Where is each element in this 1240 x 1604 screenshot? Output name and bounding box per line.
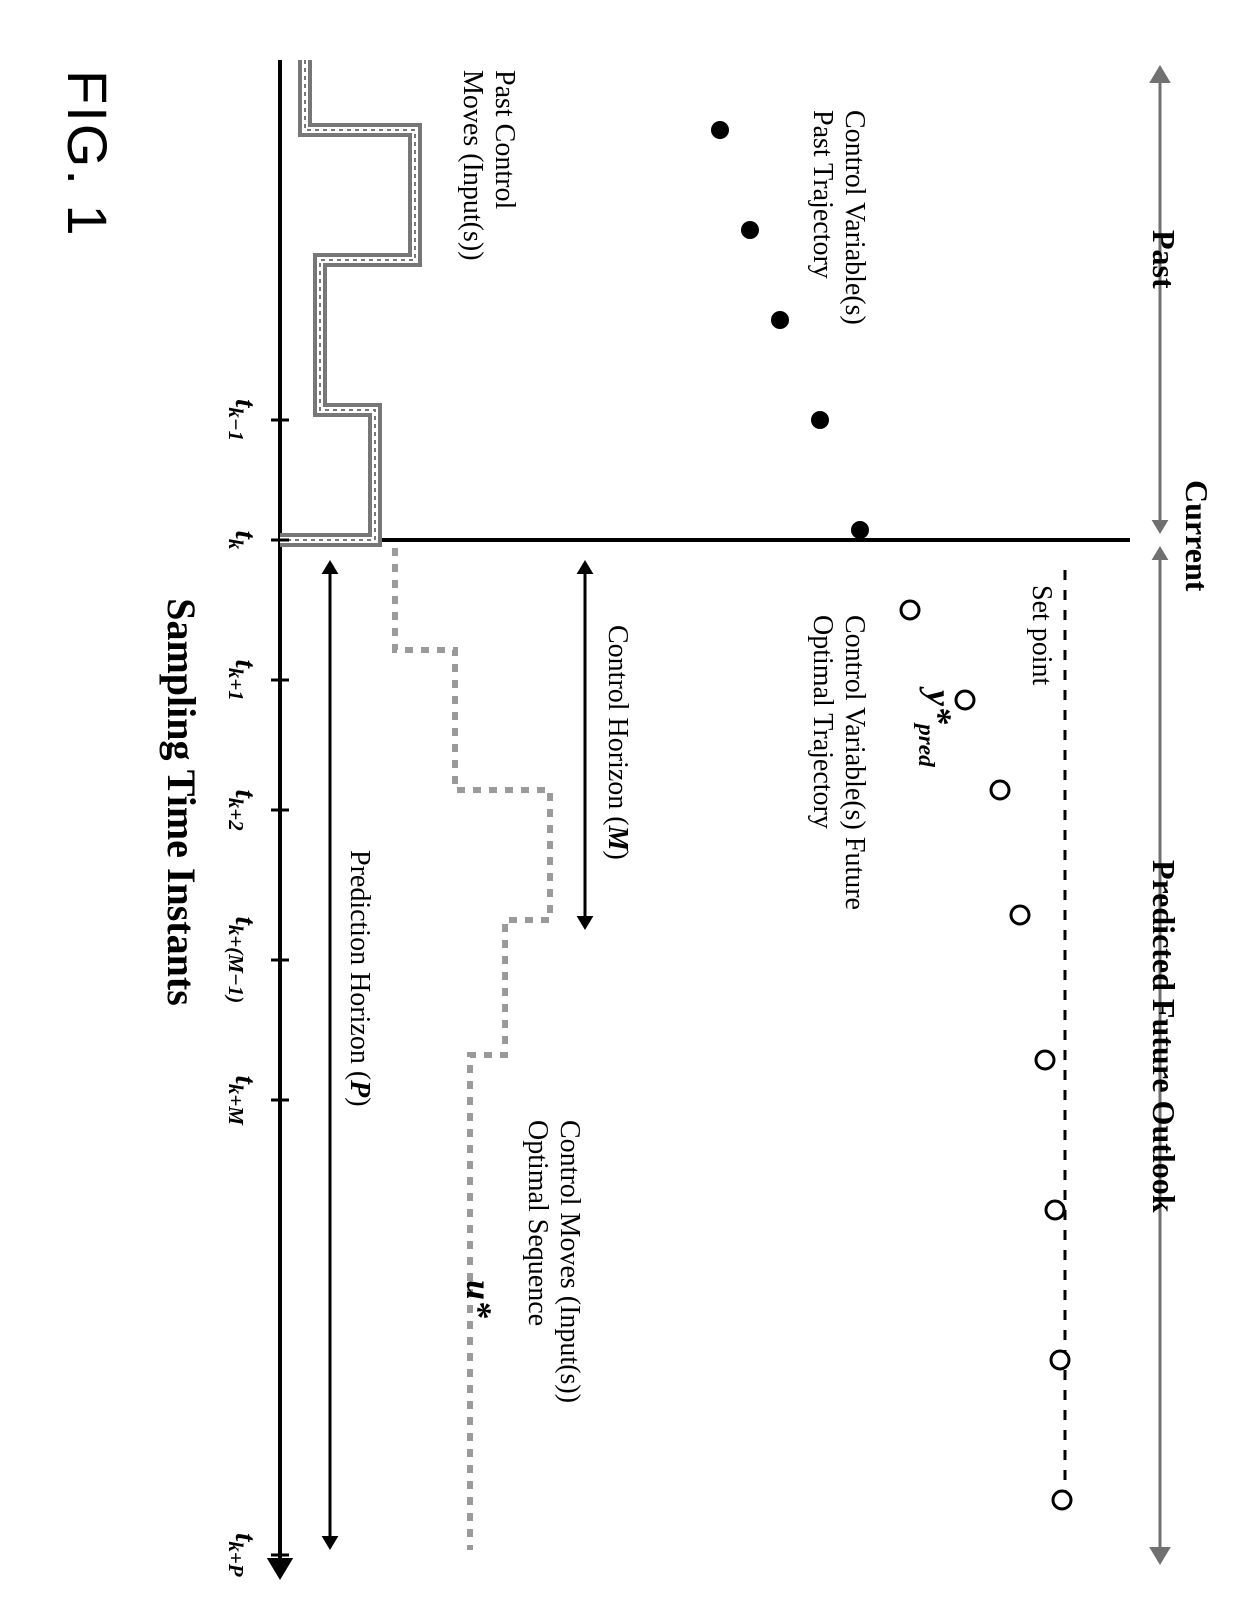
control-horizon-label: Control Horizon (M) (601, 625, 633, 860)
ypred-symbol: y*pred (912, 690, 960, 767)
tick-tkm: tk+M (223, 1076, 262, 1125)
figure-label: FIG. 1 (55, 70, 120, 238)
ustar-symbol: u* (458, 1280, 500, 1318)
tick-tk1: tk+1 (223, 660, 262, 701)
ctrl-var-future: Control Variable(s) FutureOptimal Trajec… (806, 615, 870, 910)
past-moves-label: Past ControlMoves (Input(s)) (456, 70, 520, 261)
control-moves-label: Control Moves (Input(s))Optimal Sequence (521, 1120, 585, 1403)
x-axis-title: Sampling Time Instants (158, 0, 205, 1604)
header-past: Past (1145, 230, 1182, 289)
tick-tkm1: tk+(M−1) (223, 917, 262, 1004)
header-current: Current (1178, 480, 1215, 591)
tick-tk2: tk+2 (223, 790, 262, 831)
tick-tk-1: tk−1 (223, 399, 262, 441)
tick-tk: tk (223, 531, 262, 550)
setpoint-label: Set point (1025, 585, 1057, 685)
ctrl-var-past: Control Variable(s)Past Trajectory (806, 110, 870, 325)
header-future: Predicted Future Outlook (1145, 860, 1182, 1213)
prediction-horizon-label: Prediction Horizon (P) (343, 850, 375, 1107)
tick-tkp: tk+P (223, 1533, 262, 1577)
